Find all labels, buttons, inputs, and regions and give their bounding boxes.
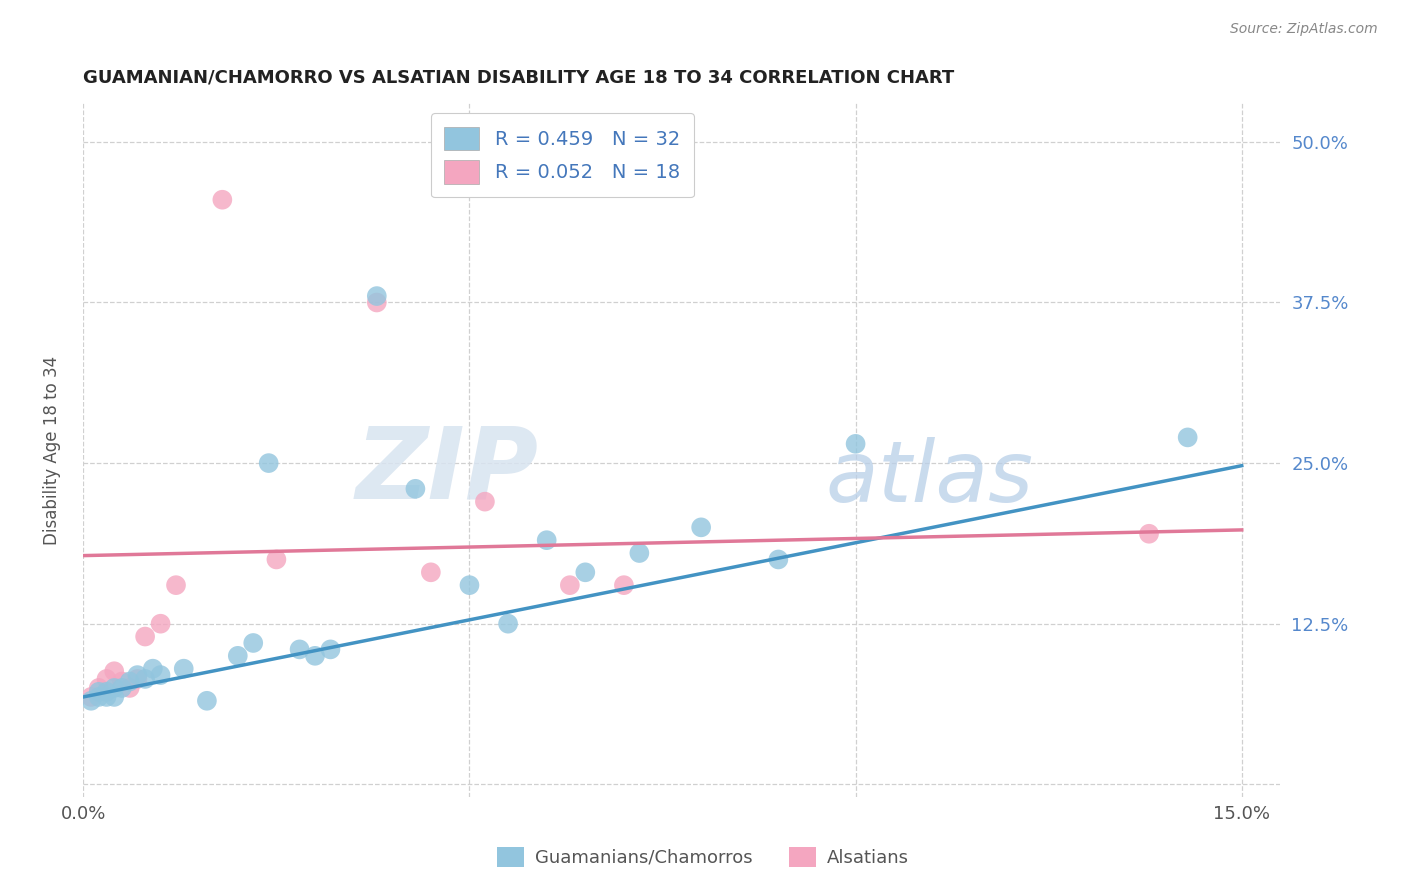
Point — [288, 642, 311, 657]
Point — [80, 694, 103, 708]
Point — [87, 685, 110, 699]
Point — [134, 630, 156, 644]
Point — [257, 456, 280, 470]
Point — [474, 494, 496, 508]
Point — [613, 578, 636, 592]
Point — [1177, 430, 1199, 444]
Legend: Guamanians/Chamorros, Alsatians: Guamanians/Chamorros, Alsatians — [491, 839, 915, 874]
Point — [118, 681, 141, 695]
Point — [574, 566, 596, 580]
Legend: R = 0.459   N = 32, R = 0.052   N = 18: R = 0.459 N = 32, R = 0.052 N = 18 — [430, 113, 693, 197]
Point — [419, 566, 441, 580]
Point — [628, 546, 651, 560]
Point — [127, 668, 149, 682]
Point — [845, 437, 868, 451]
Point — [195, 694, 218, 708]
Point — [165, 578, 187, 592]
Point — [211, 193, 233, 207]
Point — [149, 616, 172, 631]
Point — [103, 681, 125, 695]
Point — [118, 674, 141, 689]
Text: GUAMANIAN/CHAMORRO VS ALSATIAN DISABILITY AGE 18 TO 34 CORRELATION CHART: GUAMANIAN/CHAMORRO VS ALSATIAN DISABILIT… — [83, 69, 955, 87]
Point — [127, 672, 149, 686]
Point — [173, 662, 195, 676]
Point — [111, 674, 134, 689]
Point — [96, 672, 118, 686]
Point — [242, 636, 264, 650]
Point — [768, 552, 790, 566]
Text: atlas: atlas — [825, 436, 1033, 519]
Point — [103, 690, 125, 704]
Point — [111, 681, 134, 695]
Point — [496, 616, 519, 631]
Point — [458, 578, 481, 592]
Point — [87, 681, 110, 695]
Point — [80, 690, 103, 704]
Point — [366, 295, 388, 310]
Point — [96, 685, 118, 699]
Point — [103, 665, 125, 679]
Point — [149, 668, 172, 682]
Point — [226, 648, 249, 663]
Point — [134, 672, 156, 686]
Text: ZIP: ZIP — [356, 423, 538, 519]
Text: Source: ZipAtlas.com: Source: ZipAtlas.com — [1230, 22, 1378, 37]
Point — [304, 648, 326, 663]
Point — [690, 520, 713, 534]
Point — [1137, 526, 1160, 541]
Point — [366, 289, 388, 303]
Point — [404, 482, 426, 496]
Point — [87, 690, 110, 704]
Point — [319, 642, 342, 657]
Point — [558, 578, 581, 592]
Point — [142, 662, 165, 676]
Point — [536, 533, 558, 548]
Point — [266, 552, 288, 566]
Y-axis label: Disability Age 18 to 34: Disability Age 18 to 34 — [44, 356, 60, 545]
Point — [96, 690, 118, 704]
